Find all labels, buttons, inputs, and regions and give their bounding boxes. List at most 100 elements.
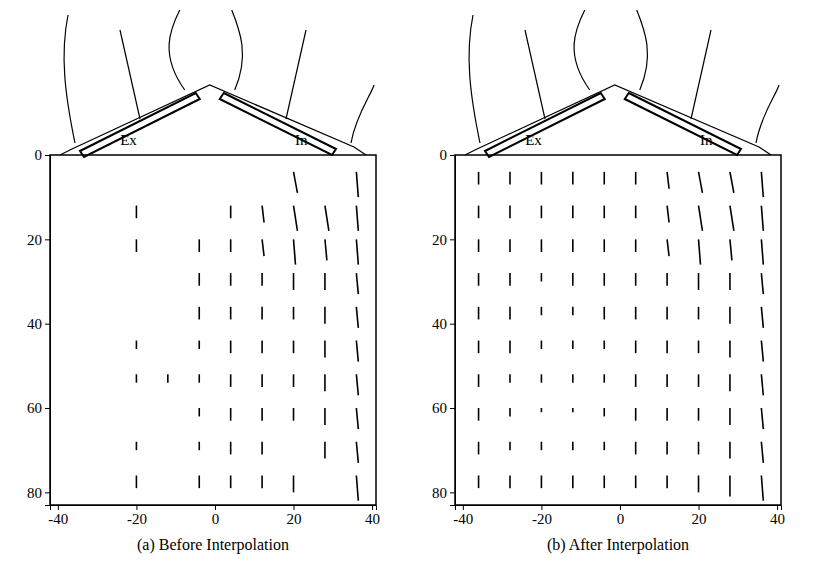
- tick: -40: [48, 505, 68, 527]
- intake-valve: [220, 93, 336, 155]
- vector: [293, 475, 295, 492]
- vector: [230, 475, 232, 488]
- tick-label: 20: [692, 511, 707, 527]
- tick-mark: [777, 505, 778, 510]
- vector: [635, 475, 637, 488]
- vector: [699, 172, 703, 193]
- tick-mark: [294, 505, 295, 510]
- vector: [230, 273, 232, 286]
- vector: [541, 442, 543, 450]
- tick-mark: [450, 324, 455, 325]
- vector: [666, 475, 668, 488]
- y-axis: 020406080: [27, 147, 51, 505]
- vector: [198, 341, 200, 349]
- vector: [478, 172, 480, 185]
- vector: [667, 206, 669, 223]
- vector: [230, 442, 232, 455]
- vector: [541, 172, 543, 185]
- vector: [324, 408, 326, 425]
- cylinder-head: [465, 10, 779, 157]
- vector: [666, 341, 668, 354]
- vector: [294, 172, 298, 193]
- vector: [509, 374, 511, 382]
- tick-mark: [541, 505, 542, 510]
- exhaust-port: [469, 15, 480, 143]
- vector: [478, 307, 480, 320]
- intake-port: [232, 10, 243, 90]
- vector: [603, 239, 605, 252]
- vector: [730, 206, 734, 231]
- vector: [293, 374, 295, 387]
- vector: [666, 408, 668, 421]
- exhaust-port: [64, 15, 75, 143]
- vector: [698, 307, 700, 320]
- panel: ExIn-40-2002040020406080(a) Before Inter…: [27, 10, 380, 554]
- vector: [509, 307, 511, 320]
- x-axis: -40-2002040: [453, 505, 785, 527]
- vector: [729, 475, 731, 496]
- cylinder-head: [60, 10, 374, 157]
- vector: [356, 475, 358, 500]
- exhaust-valve: [80, 93, 200, 157]
- vector: [478, 442, 480, 455]
- vector: [356, 239, 358, 264]
- vector: [509, 273, 511, 286]
- vector: [262, 206, 264, 223]
- valve-stem: [120, 30, 140, 119]
- vector: [293, 341, 295, 354]
- vector: [136, 374, 138, 382]
- vector: [666, 374, 668, 387]
- vector: [666, 273, 668, 286]
- vector: [603, 442, 605, 450]
- vector: [478, 341, 480, 354]
- vector: [603, 374, 605, 382]
- valve-stem: [525, 30, 545, 119]
- axis-line: [456, 506, 782, 511]
- vector: [729, 408, 731, 425]
- vector: [572, 442, 574, 450]
- vector: [325, 206, 329, 231]
- panel-caption: (a) Before Interpolation: [137, 536, 289, 554]
- vector: [230, 239, 232, 252]
- vector: [198, 273, 200, 286]
- vector: [761, 408, 763, 429]
- annotation: Ex: [525, 132, 542, 148]
- vector: [541, 408, 543, 412]
- vector: [261, 475, 263, 488]
- tick-label: -20: [127, 511, 147, 527]
- tick-mark: [45, 324, 50, 325]
- tick: 0: [35, 147, 51, 163]
- tick-label: 40: [27, 316, 42, 332]
- axis-line: [450, 156, 456, 506]
- tick-mark: [699, 505, 700, 510]
- tick: 20: [287, 505, 302, 527]
- vector: [294, 206, 298, 231]
- vector: [572, 475, 574, 488]
- vector: [356, 408, 358, 429]
- vector: [572, 172, 574, 185]
- vector: [230, 408, 232, 421]
- vector: [541, 341, 543, 349]
- tick: -20: [127, 505, 147, 527]
- tick: 40: [770, 505, 785, 527]
- vector: [136, 442, 138, 450]
- vector: [198, 408, 200, 416]
- intake-valve: [625, 93, 741, 155]
- vector: [698, 408, 700, 421]
- vector: [509, 172, 511, 185]
- tick: 0: [617, 505, 625, 527]
- vector: [325, 239, 327, 260]
- tick: -20: [532, 505, 552, 527]
- vector: [293, 408, 295, 421]
- annotation: In: [700, 132, 713, 148]
- tick-label: 0: [440, 147, 448, 163]
- intake-port: [756, 85, 779, 143]
- vector: [761, 239, 763, 264]
- vector: [572, 273, 574, 286]
- tick: 0: [440, 147, 456, 163]
- tick: 20: [692, 505, 707, 527]
- vector: [261, 374, 263, 387]
- vector: [356, 307, 358, 328]
- tick: 60: [27, 400, 50, 416]
- vector: [509, 341, 511, 354]
